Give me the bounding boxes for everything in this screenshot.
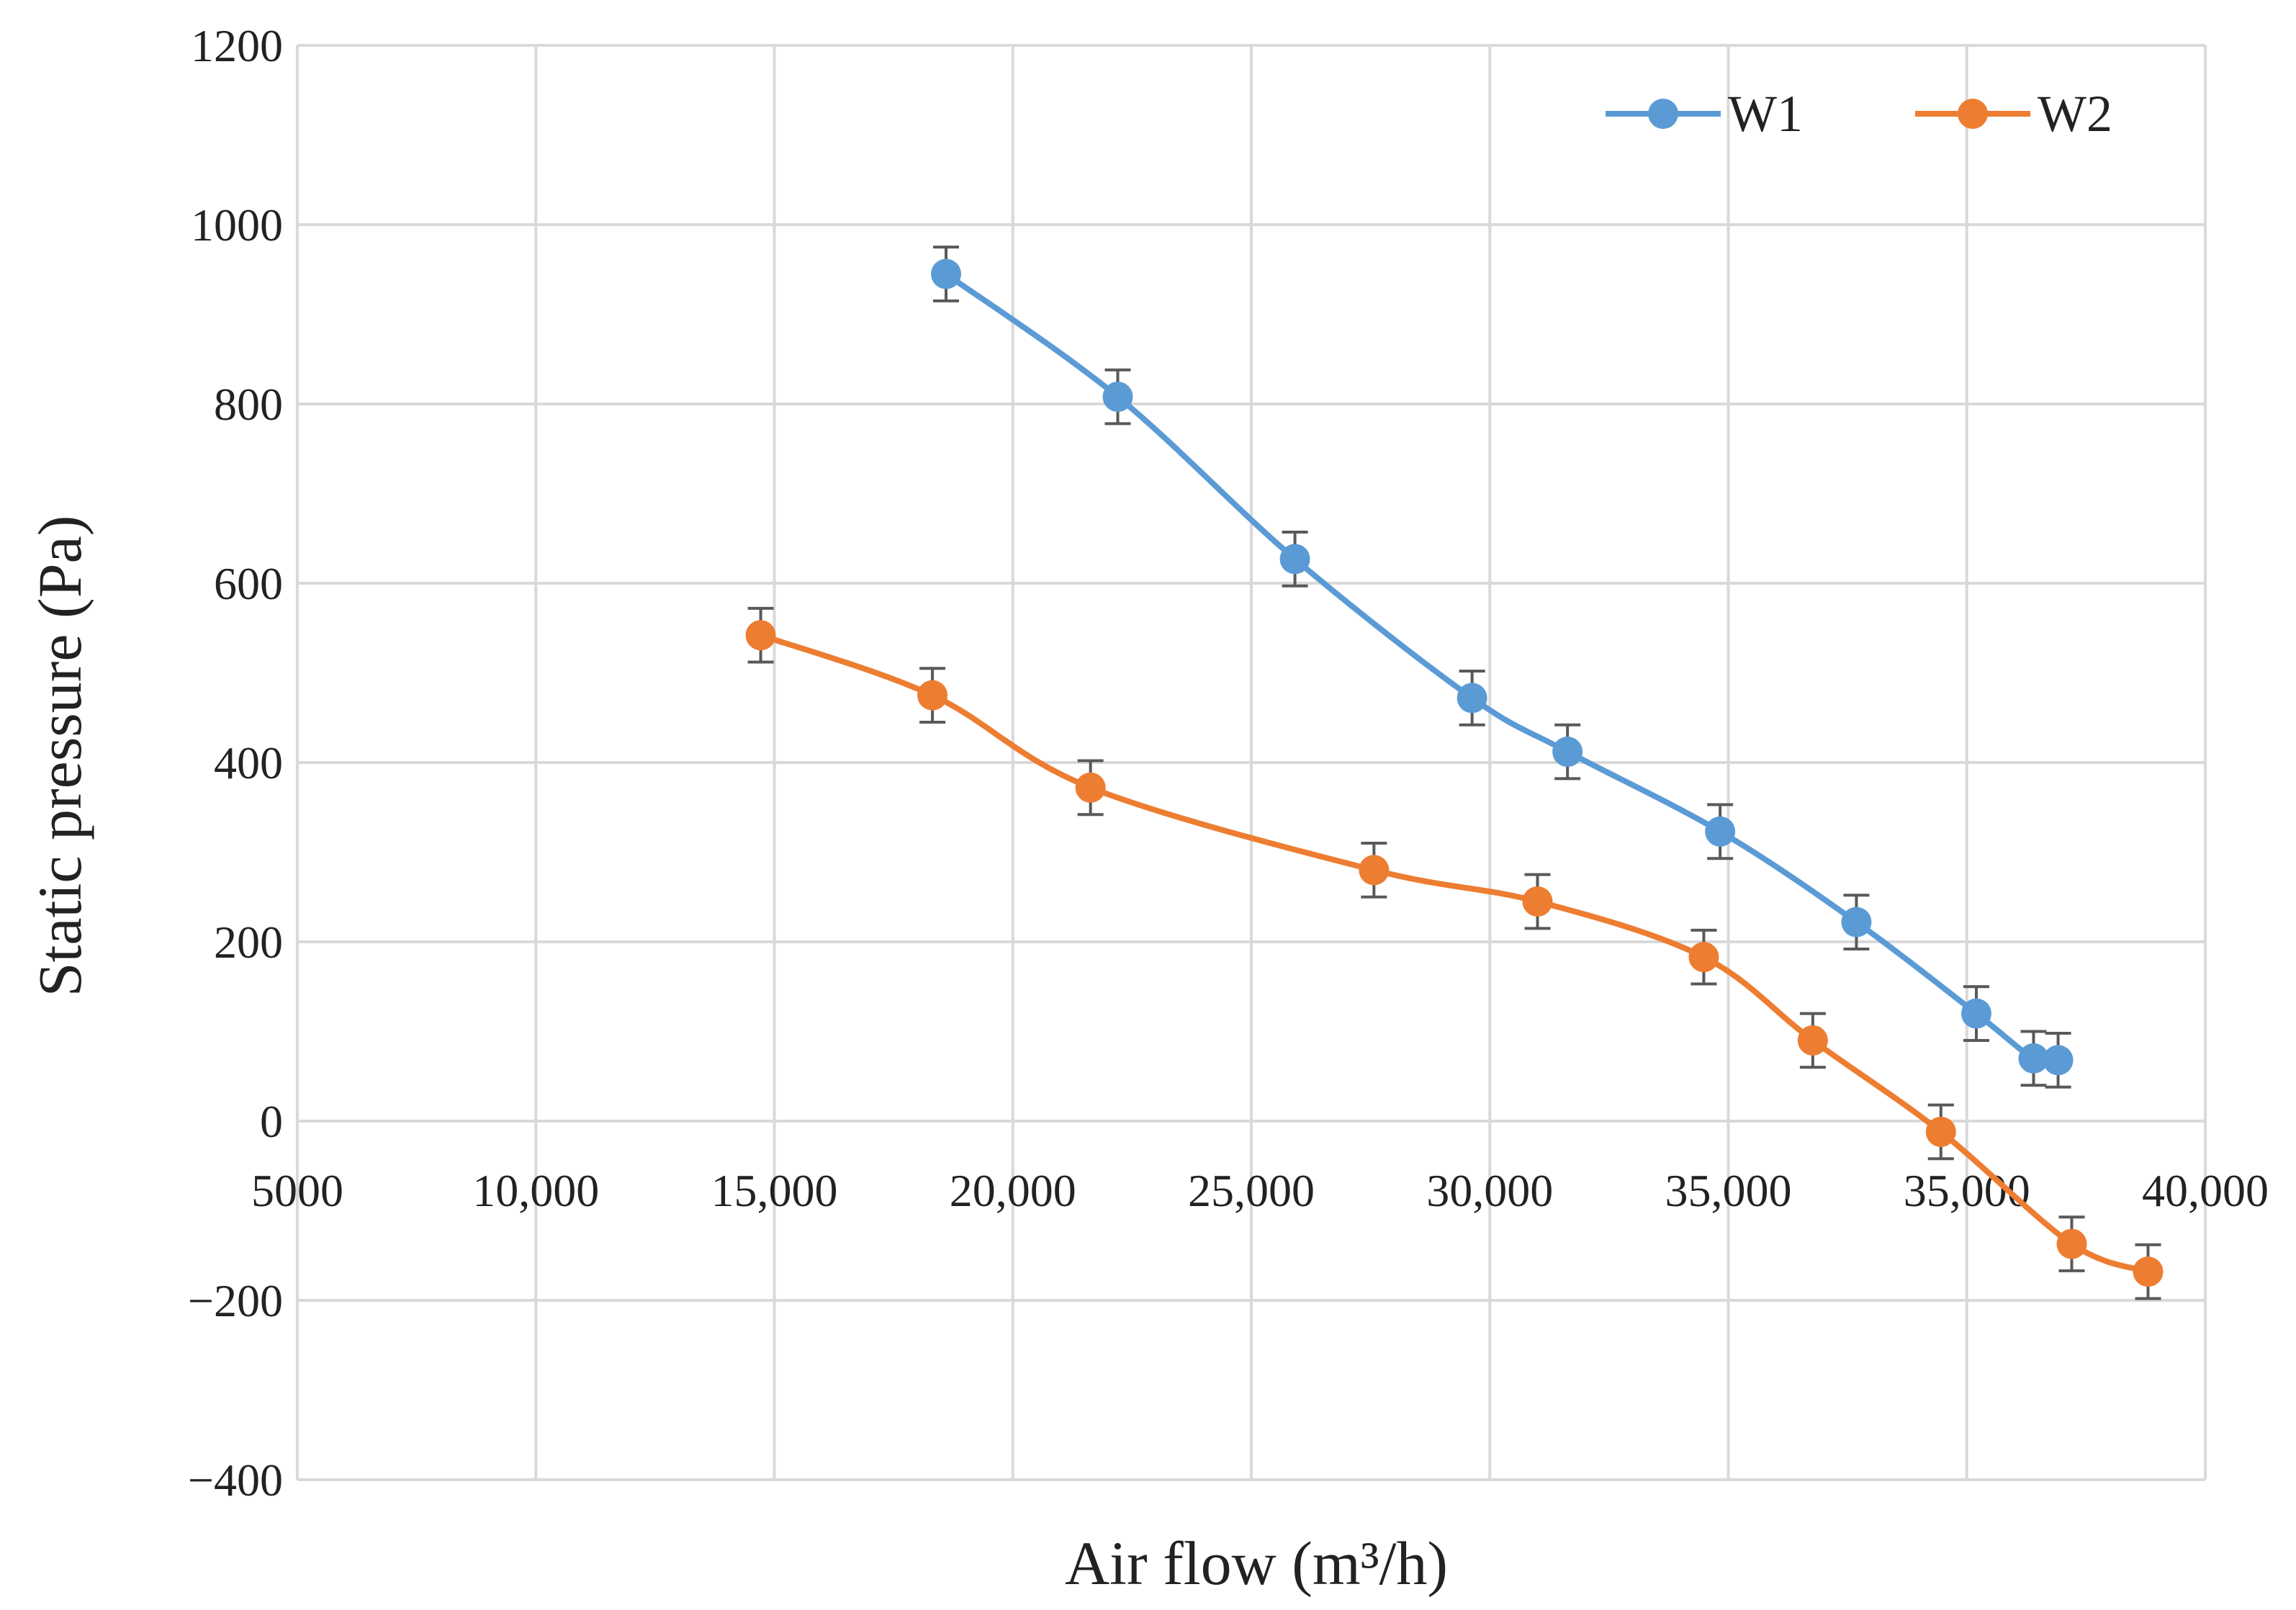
x-tick-label: 15,000 [711,1165,838,1216]
series-layer [745,246,2164,1300]
grid [296,44,2207,1481]
data-point-w2 [1797,1025,1828,1056]
y-tick-label: 600 [214,558,283,609]
data-point-w1 [1457,683,1487,714]
series-w2 [745,606,2164,1300]
y-tick-label: 1000 [191,199,283,251]
data-point-w1 [1279,544,1310,575]
x-tick-label: 35,000 [1665,1165,1792,1216]
data-point-w2 [2056,1228,2087,1259]
x-tick-label: 40,000 [2142,1165,2269,1216]
legend-marker-w2 [1958,99,1988,129]
data-point-w2 [917,680,948,711]
data-point-w1 [931,258,961,289]
legend-item-w1: W1 [1606,85,1803,143]
series-w1 [931,246,2074,1089]
data-point-w1 [1705,816,1736,847]
legend-item-w2: W2 [1915,85,2112,143]
x-tick-label: 10,000 [472,1165,599,1216]
y-tick-label: 400 [214,737,283,788]
data-point-w2 [1359,855,1390,886]
y-tick-label: −400 [188,1454,283,1506]
x-tick-label: 20,000 [950,1165,1076,1216]
data-point-w2 [1522,886,1553,917]
x-tick-label: 30,000 [1426,1165,1553,1216]
data-point-w2 [1075,772,1106,803]
data-point-w1 [1841,907,1872,937]
data-point-w1 [2043,1045,2074,1076]
data-point-w1 [2018,1043,2049,1074]
y-tick-label: 1200 [191,20,283,71]
y-tick-label: 800 [214,379,283,430]
y-tick-label: −200 [188,1275,283,1326]
y-axis-ticks: 1200 1000 800 600 400 200 0 −200 −400 [188,20,283,1506]
x-axis-title: Air flow (m³/h) [1065,1529,1448,1598]
data-point-w2 [1925,1116,1956,1147]
legend-label-w2: W2 [2038,85,2112,143]
y-tick-label: 200 [214,917,283,968]
y-tick-label: 0 [260,1096,283,1147]
legend-label-w1: W1 [1728,85,1803,143]
data-point-w1 [1552,737,1583,768]
data-point-w1 [1102,382,1133,413]
legend-marker-w1 [1648,99,1678,129]
y-axis-title: Static pressure (Pa) [25,516,94,997]
legend: W1 W2 [1606,85,2112,143]
x-tick-label: 25,000 [1188,1165,1315,1216]
data-point-w2 [745,620,776,651]
x-axis-ticks: 5000 10,000 15,000 20,000 25,000 30,000 35,000… [251,1165,2269,1216]
x-tick-label: 5000 [251,1165,343,1216]
data-point-w2 [2133,1256,2164,1287]
data-point-w1 [1961,998,1991,1029]
data-point-w2 [1688,942,1719,973]
